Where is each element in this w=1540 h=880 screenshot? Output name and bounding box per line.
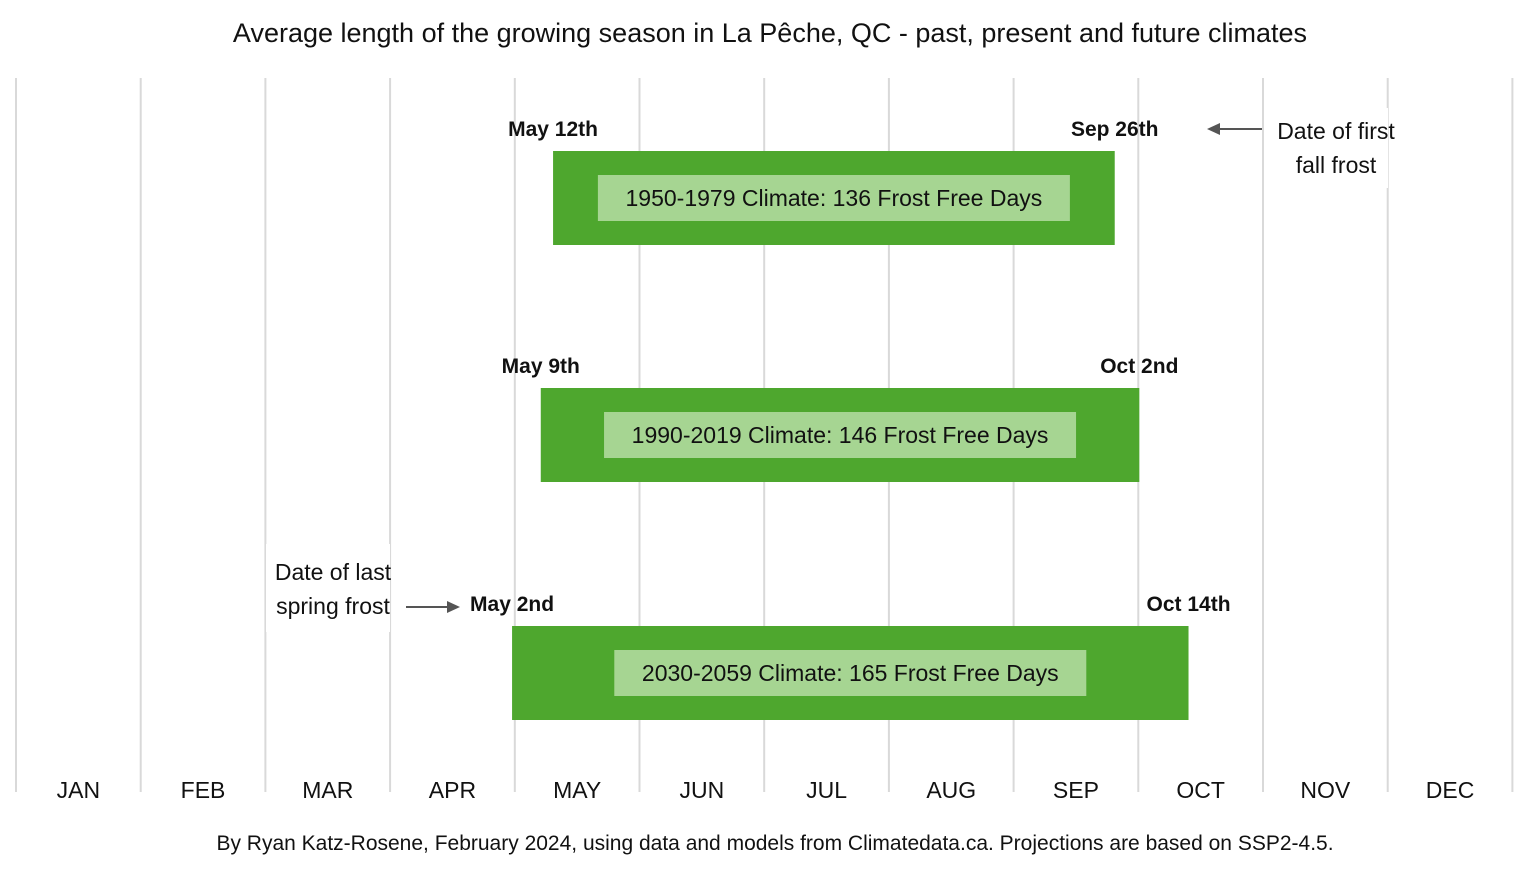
bar-label-box bbox=[597, 175, 1070, 221]
bar-label: 2030-2059 Climate: 165 Frost Free Days bbox=[642, 660, 1059, 686]
bar-label: 1990-2019 Climate: 146 Frost Free Days bbox=[632, 422, 1049, 448]
end-date-label: Oct 14th bbox=[1147, 593, 1231, 616]
spring-frost-note: spring frost bbox=[276, 593, 390, 619]
month-label: JUN bbox=[679, 777, 724, 803]
month-label: APR bbox=[429, 777, 476, 803]
bar-label-box bbox=[614, 650, 1087, 696]
bars: 1950-1979 Climate: 136 Frost Free Days Ma… bbox=[470, 118, 1231, 720]
annotations: Date of first fall frost Date of last sprin… bbox=[266, 108, 1395, 632]
end-date-label: Oct 2nd bbox=[1100, 355, 1178, 378]
month-label: JUL bbox=[806, 777, 847, 803]
start-date-label: May 9th bbox=[502, 355, 580, 378]
month-label: DEC bbox=[1426, 777, 1475, 803]
fall-frost-note: Date of first bbox=[1277, 118, 1395, 144]
spring-frost-note-bg bbox=[266, 544, 390, 632]
bar-label: 1950-1979 Climate: 136 Frost Free Days bbox=[626, 185, 1043, 211]
spring-frost-note: Date of last bbox=[275, 559, 392, 585]
month-label: NOV bbox=[1300, 777, 1351, 803]
month-label: OCT bbox=[1176, 777, 1225, 803]
month-label: JAN bbox=[57, 777, 100, 803]
chart-footer: By Ryan Katz-Rosene, February 2024, usin… bbox=[216, 832, 1334, 855]
month-label: MAR bbox=[302, 777, 353, 803]
chart-title: Average length of the growing season in … bbox=[232, 18, 1308, 48]
month-label: MAY bbox=[553, 777, 601, 803]
fall-frost-arrowhead bbox=[1207, 123, 1220, 135]
bar-label-box bbox=[604, 412, 1077, 458]
start-date-label: May 2nd bbox=[470, 593, 554, 616]
month-label: AUG bbox=[926, 777, 976, 803]
spring-frost-arrowhead bbox=[447, 601, 460, 613]
fall-frost-note-bg bbox=[1264, 108, 1388, 188]
month-label: FEB bbox=[181, 777, 226, 803]
fall-frost-note: fall frost bbox=[1296, 152, 1377, 178]
month-labels: JAN FEB MAR APR MAY JUN JUL AUG SEP OCT NOV DEC bbox=[57, 777, 1475, 803]
start-date-label: May 12th bbox=[508, 118, 598, 141]
month-label: SEP bbox=[1053, 777, 1099, 803]
end-date-label: Sep 26th bbox=[1071, 118, 1159, 141]
